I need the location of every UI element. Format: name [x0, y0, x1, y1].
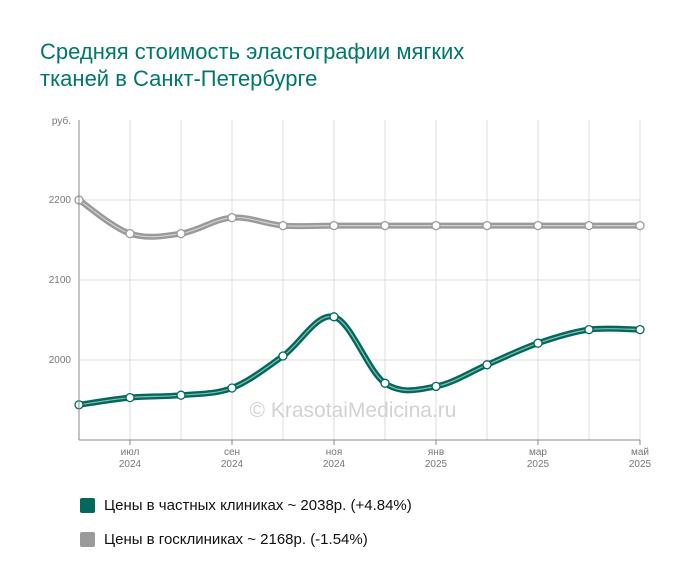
series-0: [74, 195, 645, 240]
data-point: [635, 324, 645, 335]
data-point: [584, 220, 594, 231]
grid: [79, 120, 641, 440]
data-point: [176, 228, 186, 239]
data-point: [227, 383, 237, 393]
x-tick-label-month: сен: [224, 447, 240, 458]
y-tick-label: 2200: [49, 195, 72, 206]
x-tick-label-year: 2024: [119, 459, 142, 470]
data-point: [380, 220, 390, 231]
data-point: [584, 324, 594, 335]
legend: Цены в частных клиниках ~ 2038р. (+4.84%…: [80, 488, 412, 556]
data-point: [380, 378, 390, 388]
y-tick-label: 2000: [49, 355, 72, 366]
data-point: [278, 220, 288, 231]
data-point: [227, 212, 237, 223]
watermark: © KrasotaiMedicina.ru: [250, 399, 457, 422]
y-unit-label: руб.: [52, 115, 71, 127]
data-point: [482, 220, 492, 231]
chart-title-line-1: Средняя стоимость эластографии мягких: [40, 39, 465, 64]
x-tick-label-year: 2025: [629, 459, 652, 470]
legend-label-public: Цены в госклиниках ~ 2168р. (-1.54%): [104, 530, 368, 548]
series-line-outline: [76, 313, 643, 408]
x-tick-label-month: мар: [529, 447, 547, 458]
x-tick-label-year: 2025: [527, 459, 550, 470]
data-point: [635, 220, 645, 231]
data-point: [482, 360, 492, 370]
data-point: [329, 312, 339, 322]
x-tick-label-year: 2024: [323, 459, 346, 470]
data-point: [125, 392, 135, 403]
x-tick-label-month: май: [631, 447, 649, 458]
data-point: [533, 338, 543, 348]
series-line-highlight: [78, 199, 640, 238]
chart-title: Средняя стоимость эластографии мягких тк…: [40, 38, 640, 92]
data-point: [431, 381, 441, 392]
data-point: [125, 228, 135, 239]
series-line-highlight: [78, 315, 641, 406]
legend-swatch-public: [80, 531, 95, 547]
x-tick-label-year: 2025: [425, 459, 448, 470]
data-point: [278, 351, 288, 361]
y-tick-label: 2100: [49, 275, 72, 286]
x-tick-label-month: янв: [428, 447, 444, 458]
legend-item-private[interactable]: Цены в частных клиниках ~ 2038р. (+4.84%…: [80, 488, 412, 522]
data-point: [431, 220, 441, 231]
x-tick-label-month: июл: [121, 447, 140, 458]
legend-label-private: Цены в частных клиниках ~ 2038р. (+4.84%…: [104, 496, 412, 514]
series-line-outline: [76, 197, 643, 240]
series: [74, 195, 645, 410]
x-tick-label-year: 2024: [221, 459, 244, 470]
data-point: [533, 220, 543, 231]
legend-item-public[interactable]: Цены в госклиниках ~ 2168р. (-1.54%): [80, 522, 412, 556]
chart-title-line-2: тканей в Санкт-Петербурге: [40, 66, 318, 91]
series-1: [74, 312, 645, 410]
axes: 200021002200руб.июл2024сен2024ноя2024янв…: [49, 115, 652, 470]
x-tick-label-month: ноя: [326, 447, 343, 458]
data-point: [176, 390, 186, 400]
data-point: [329, 220, 339, 231]
legend-swatch-private: [80, 497, 95, 513]
